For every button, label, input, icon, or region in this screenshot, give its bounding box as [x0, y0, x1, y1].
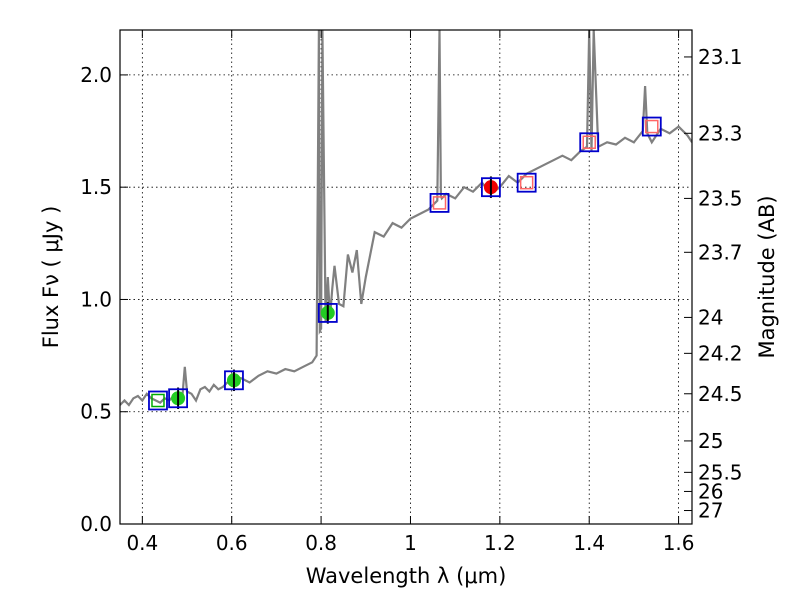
- y-tick-label: 2.0: [80, 63, 112, 87]
- model-box: [168, 388, 188, 409]
- magnitude-tick-label: 25.5: [698, 460, 743, 484]
- x-tick-label: 0.6: [216, 531, 248, 555]
- magnitude-tick-label: 23.3: [698, 121, 743, 145]
- photometry-point: [432, 196, 447, 210]
- magnitude-tick-label: 27: [698, 499, 723, 523]
- magnitude-tick-label: 26: [698, 479, 723, 503]
- plot-frame: [119, 29, 693, 525]
- axis-ticks: 0.4 0.6 0.8 1 1.2 1.4 1.6 0.0 0.5 1.0 1.5 2.0 23.1 23…: [80, 30, 743, 555]
- photometry-point: [645, 119, 659, 134]
- magnitude-tick-label: 23.1: [698, 45, 743, 69]
- magnitude-tick-label: 25: [698, 429, 723, 453]
- photometry-point: [519, 175, 534, 190]
- y-tick-label: 0.5: [80, 400, 112, 424]
- x-tick-label: 0.4: [126, 531, 158, 555]
- magnitude-tick-label: 24: [698, 305, 723, 329]
- magnitude-tick-label: 23.5: [698, 186, 743, 210]
- y-tick-label: 0.0: [80, 512, 112, 536]
- y-tick-label: 1.5: [80, 175, 112, 199]
- photometry-layer: [148, 116, 662, 411]
- magnitude-tick-label: 24.2: [698, 341, 743, 365]
- x-tick-label: 1: [404, 531, 417, 555]
- model-box: [579, 132, 600, 153]
- model-box: [224, 370, 244, 391]
- model-box: [148, 390, 168, 411]
- model-box: [317, 303, 338, 323]
- model-box: [516, 172, 537, 193]
- right-axis-title: Magnitude (AB): [755, 195, 779, 358]
- model-box: [429, 192, 450, 213]
- y-axis-title: Flux Fν ( μJy ): [39, 206, 63, 349]
- model-box: [481, 177, 501, 198]
- x-tick-label: 0.8: [305, 531, 337, 555]
- photometry-point: [582, 135, 596, 150]
- x-tick-label: 1.6: [663, 531, 695, 555]
- model-box: [641, 116, 662, 137]
- y-tick-label: 1.0: [80, 287, 112, 311]
- photometry-point: [151, 393, 165, 408]
- magnitude-tick-label: 24.5: [698, 382, 743, 406]
- x-tick-label: 1.4: [573, 531, 605, 555]
- x-tick-label: 1.2: [484, 531, 516, 555]
- magnitude-tick-label: 23.7: [698, 240, 743, 264]
- x-axis-title: Wavelength λ (μm): [306, 564, 507, 588]
